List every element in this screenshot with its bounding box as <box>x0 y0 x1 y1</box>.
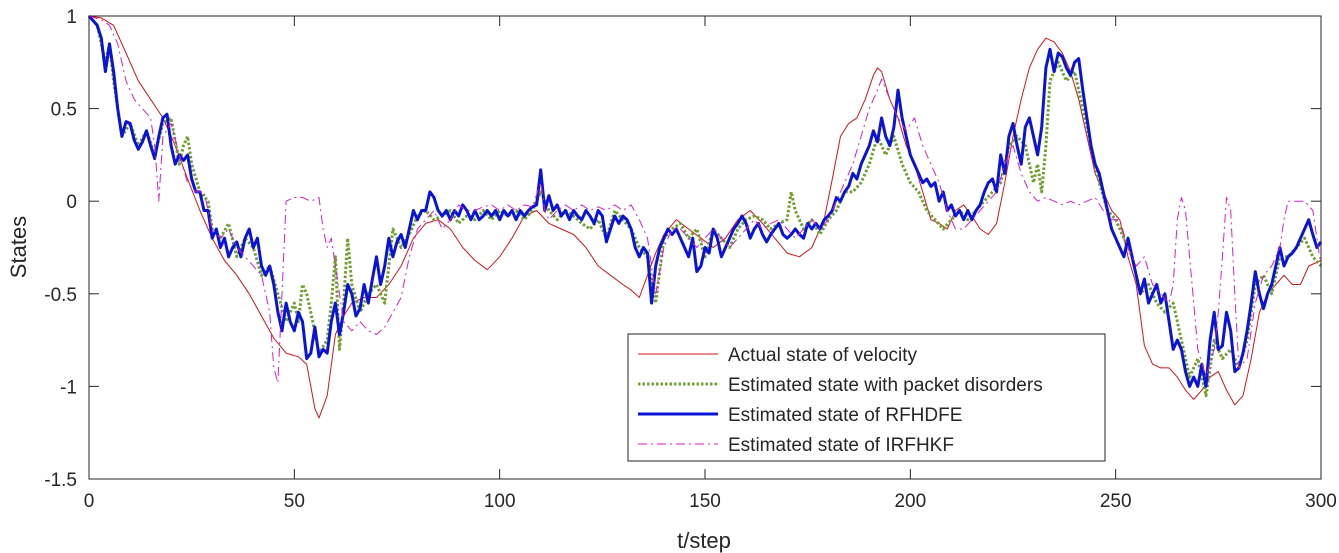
legend-label-2: Estimated state with packet disorders <box>728 375 1043 396</box>
legend-box <box>627 333 1106 462</box>
x-tick-label: 250 <box>1100 491 1132 512</box>
series-line-2 <box>87 15 1323 398</box>
legend-label-3: Estimated state of RFHDFE <box>728 405 962 426</box>
y-axis: -1.5 -1 -0.5 0 0.5 1 <box>44 7 1321 491</box>
x-tick-label: 50 <box>284 491 305 512</box>
y-tick-label: 0.5 <box>51 100 77 121</box>
x-axis-label: t/step <box>677 528 731 553</box>
y-tick-label: 0 <box>66 192 77 213</box>
series-layer <box>87 15 1323 419</box>
y-tick-label: -1 <box>60 377 77 398</box>
x-tick-label: 100 <box>484 491 516 512</box>
x-axis: 0 50 100 150 200 250 300 <box>84 16 1337 512</box>
x-tick-label: 0 <box>84 491 95 512</box>
y-axis-label: States <box>6 216 31 278</box>
series-line-1 <box>88 15 1322 419</box>
series-line-3 <box>87 15 1323 388</box>
legend-label-4: Estimated state of IRFHKF <box>728 435 954 456</box>
y-tick-label: 1 <box>66 7 77 28</box>
x-tick-label: 150 <box>689 491 721 512</box>
x-tick-label: 200 <box>894 491 926 512</box>
y-tick-label: -0.5 <box>44 285 77 306</box>
x-tick-label: 300 <box>1305 491 1337 512</box>
y-tick-label: -1.5 <box>44 470 77 491</box>
legend: Actual state of velocity Estimated state … <box>627 333 1106 462</box>
legend-label-1: Actual state of velocity <box>728 345 918 366</box>
